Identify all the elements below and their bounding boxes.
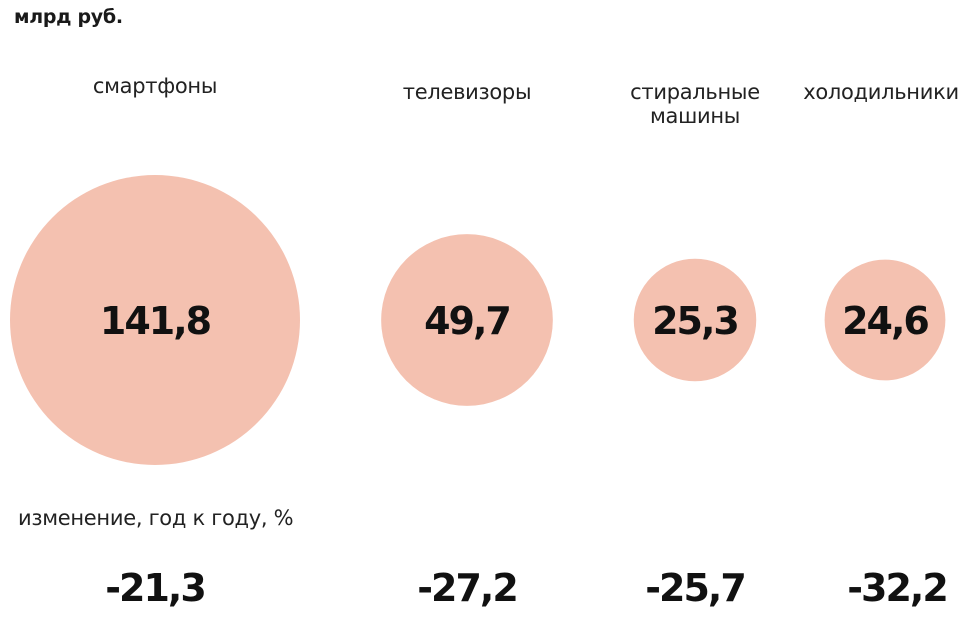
category-label-washing-machines: стиральные машины	[630, 80, 760, 128]
change-value-tvs: -27,2	[417, 566, 519, 610]
category-label-smartphones: смартфоны	[92, 74, 218, 98]
bubble-refrigerators	[824, 259, 946, 381]
bubble-value-refrigerators: 24,6	[842, 299, 928, 343]
change-value-washing-machines: -25,7	[645, 566, 747, 610]
change-caption: изменение, год к году, %	[18, 506, 294, 530]
category-label-refrigerators: холодильники	[803, 80, 959, 104]
bubble-washing-machines	[633, 258, 757, 382]
bubble-value-tvs: 49,7	[424, 299, 510, 343]
bubble-value-washing-machines: 25,3	[652, 299, 738, 343]
bubble-value-smartphones: 141,8	[100, 299, 211, 343]
change-value-refrigerators: -32,2	[847, 566, 949, 610]
bubble-tvs	[381, 234, 553, 406]
bubble-smartphones	[10, 175, 300, 465]
category-label-tvs: телевизоры	[402, 80, 532, 104]
unit-label: млрд руб.	[14, 6, 123, 28]
change-value-smartphones: -21,3	[105, 566, 207, 610]
